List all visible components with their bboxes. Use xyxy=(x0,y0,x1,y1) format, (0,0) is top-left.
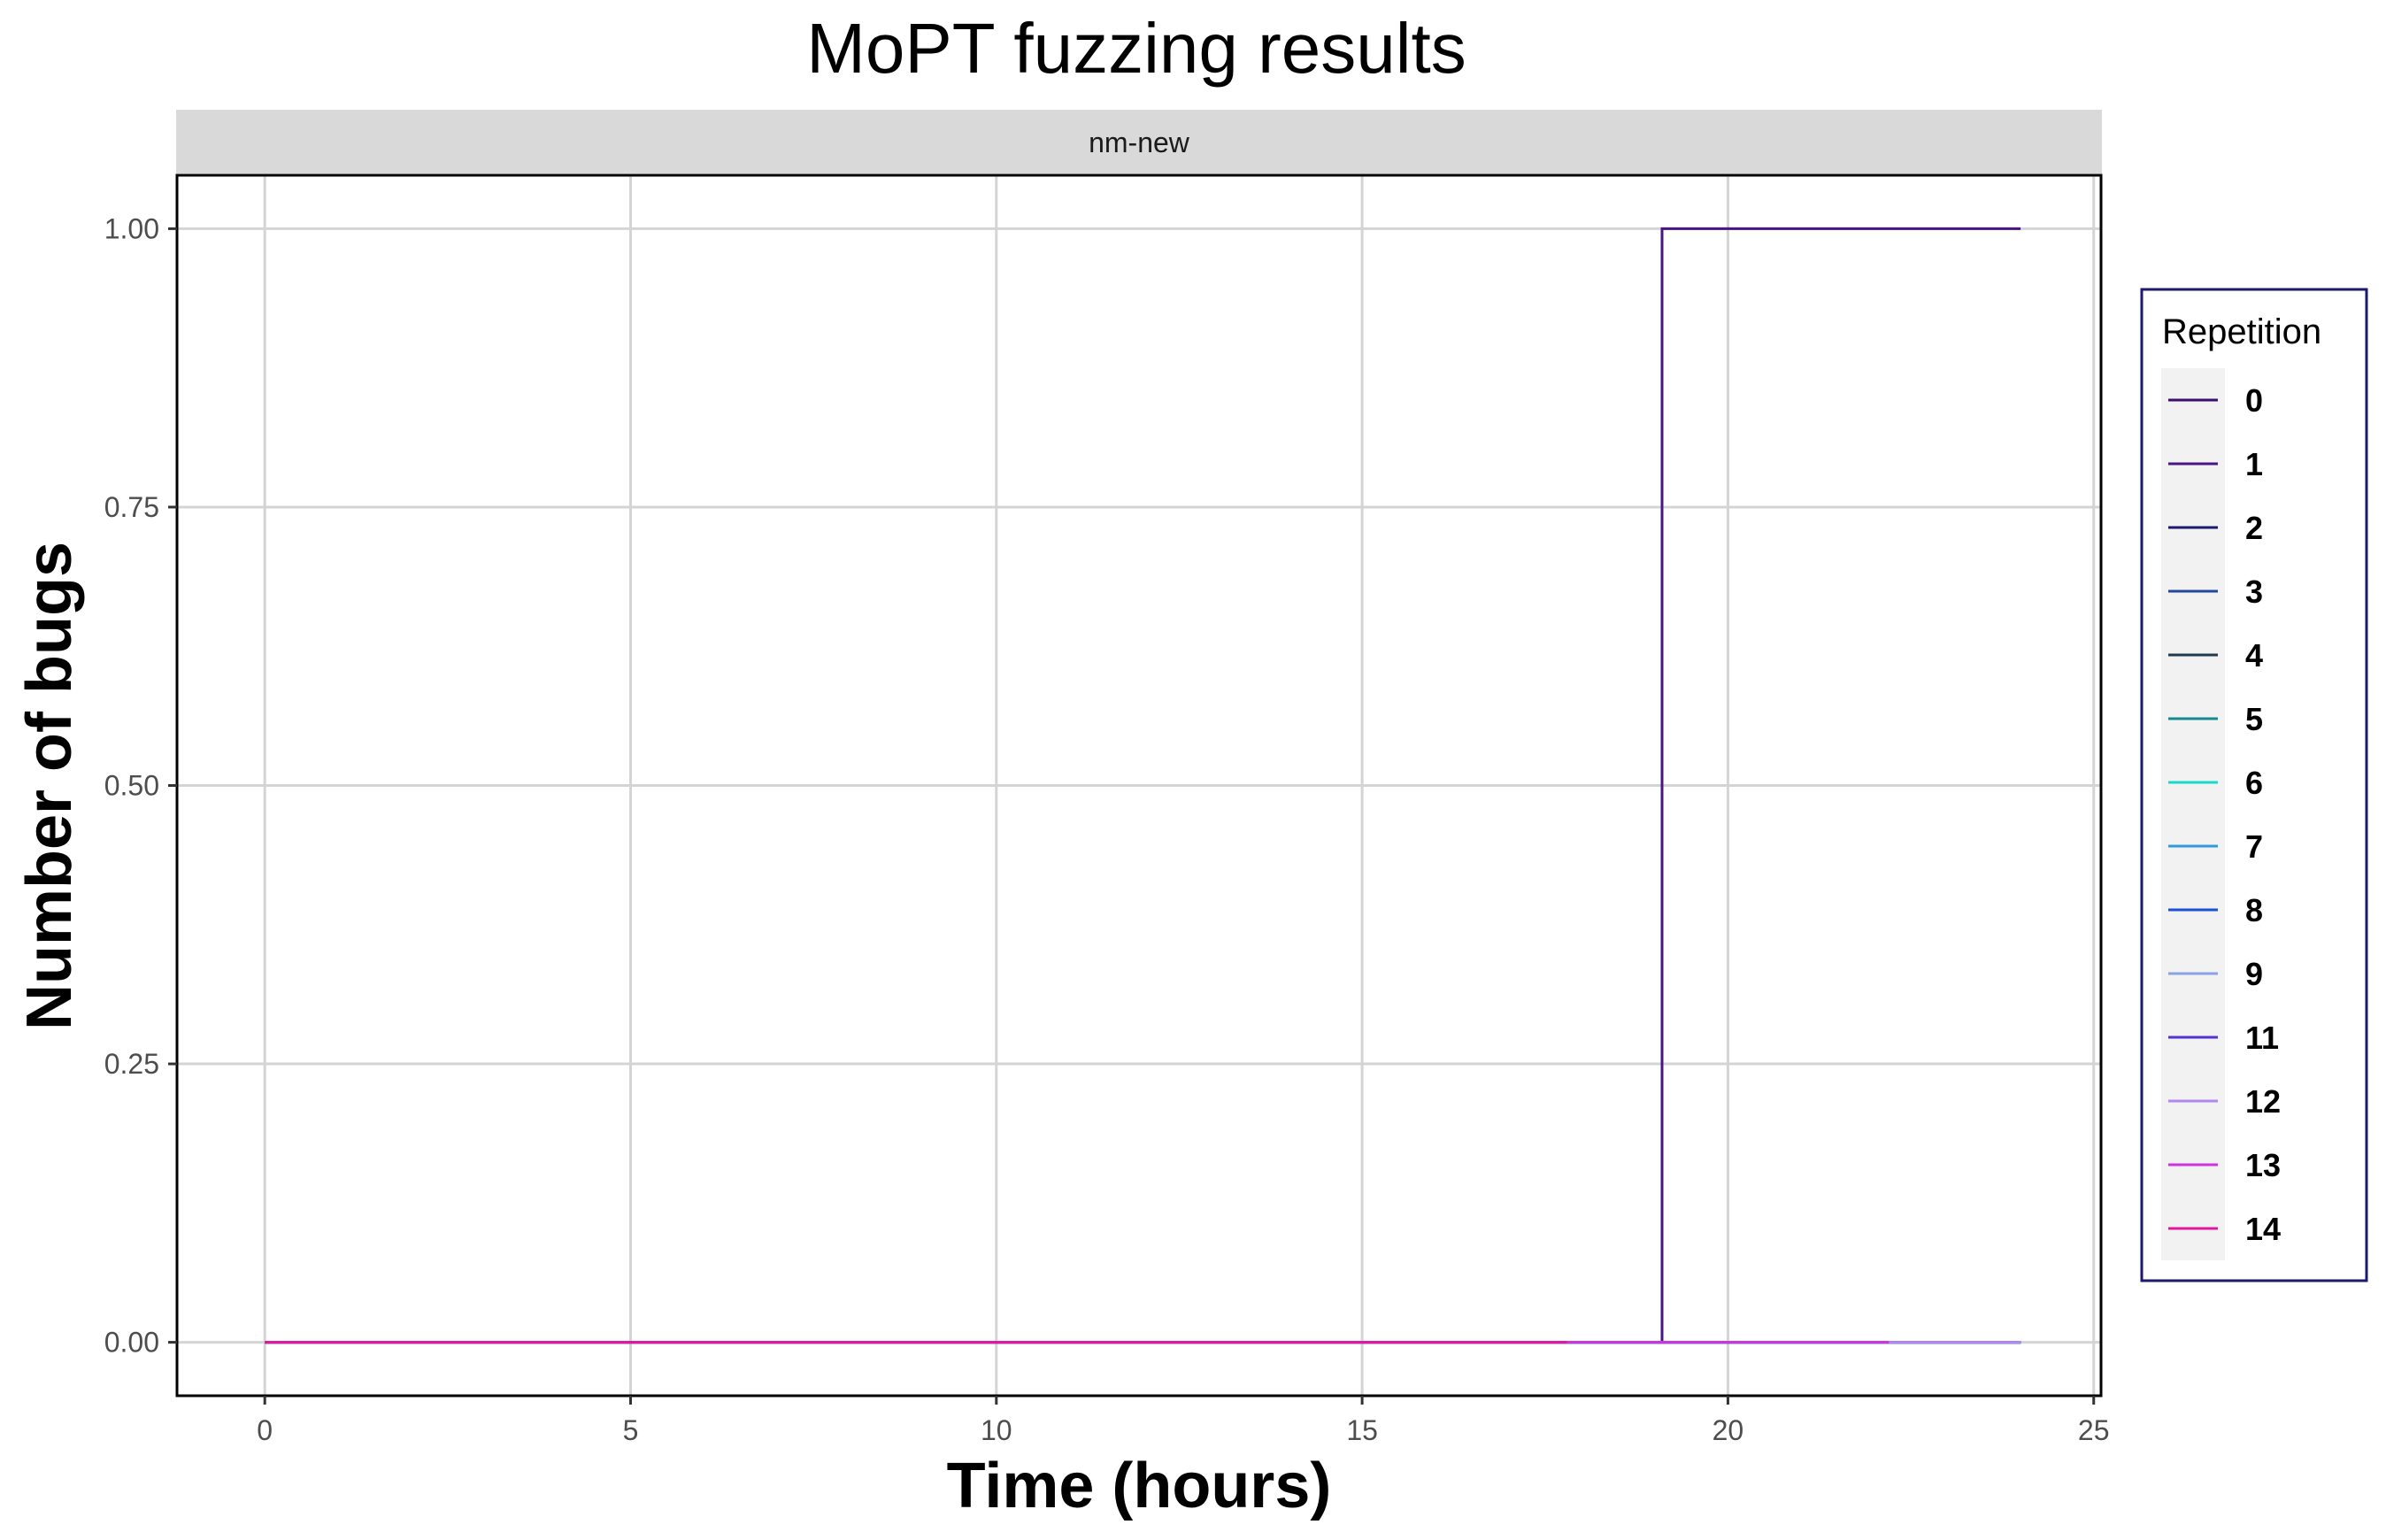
legend-label: 11 xyxy=(2245,1020,2279,1056)
x-tick-label: 25 xyxy=(2078,1414,2110,1446)
legend-label: 5 xyxy=(2245,701,2263,737)
x-tick-label: 20 xyxy=(1713,1414,1744,1446)
legend-label: 7 xyxy=(2245,828,2263,865)
facet-label: nm-new xyxy=(1089,127,1190,158)
facet-strip xyxy=(176,110,2102,173)
x-tick-label: 10 xyxy=(981,1414,1012,1446)
y-tick-label: 1.00 xyxy=(104,212,159,244)
y-axis: 0.00 0.25 0.50 0.75 1.00 xyxy=(104,212,177,1359)
legend-label: 2 xyxy=(2245,510,2263,546)
legend-title: Repetition xyxy=(2162,312,2321,351)
legend-label: 9 xyxy=(2245,956,2263,992)
y-tick-label: 0.50 xyxy=(104,770,159,802)
legend-label: 8 xyxy=(2245,892,2263,928)
x-tick-label: 0 xyxy=(257,1414,273,1446)
x-tick-label: 5 xyxy=(623,1414,639,1446)
legend-label: 4 xyxy=(2245,637,2263,674)
legend-label: 12 xyxy=(2245,1083,2281,1120)
chart-title: MoPT fuzzing results xyxy=(806,9,1466,88)
legend-key-background xyxy=(2161,368,2225,1260)
y-tick-label: 0.00 xyxy=(104,1327,159,1359)
legend-label: 0 xyxy=(2245,382,2263,419)
y-tick-label: 0.25 xyxy=(104,1048,159,1080)
legend-label: 3 xyxy=(2245,574,2263,610)
x-tick-label: 15 xyxy=(1346,1414,1378,1446)
y-axis-title: Number of bugs xyxy=(14,542,85,1030)
series-layer xyxy=(265,227,2021,1344)
x-axis-title: Time (hours) xyxy=(947,1451,1332,1521)
legend-label: 13 xyxy=(2245,1147,2281,1183)
legend-label: 1 xyxy=(2245,446,2263,482)
x-axis: 0 5 10 15 20 25 xyxy=(257,1396,2110,1446)
y-tick-label: 0.75 xyxy=(104,491,159,523)
legend-label: 14 xyxy=(2245,1211,2281,1247)
legend-label: 6 xyxy=(2245,765,2263,801)
